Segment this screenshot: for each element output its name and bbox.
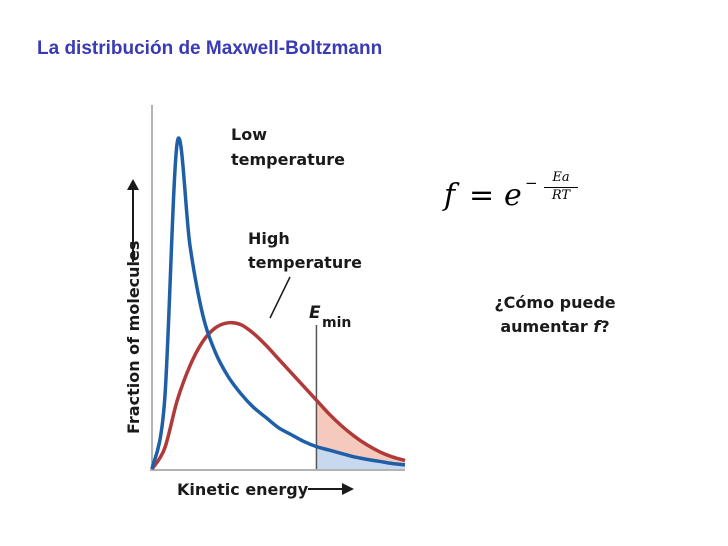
x-axis-label: Kinetic energy (177, 480, 309, 499)
emin-label: E min (309, 303, 351, 331)
emin-label-sub: min (322, 315, 351, 331)
label-low-temperature: Low temperature (231, 125, 345, 169)
formula-base: e (504, 178, 522, 213)
emin-label-main: E (309, 303, 321, 323)
series-line-low-temperature (150, 136, 406, 470)
question-line2-suffix: ? (600, 317, 610, 336)
formula-exponent-sign: − (525, 174, 538, 192)
slide-title: La distribución de Maxwell-Boltzmann (37, 38, 383, 59)
question-line1: ¿Cómo puede (494, 293, 616, 312)
question-line2-prefix: aumentar (500, 317, 594, 336)
label-low-line2: temperature (231, 150, 345, 169)
high-temperature-pointer (269, 276, 291, 319)
label-high-line2: temperature (248, 253, 362, 272)
series-line-high-temperature (150, 320, 406, 470)
maxwell-boltzmann-formula: f = e − Ea RT (444, 170, 584, 220)
x-axis-arrowhead (342, 483, 354, 495)
label-high-line1: High (248, 229, 290, 248)
y-axis-label: Fraction of molecules (124, 241, 143, 434)
question-line2: aumentar f? (470, 315, 640, 339)
label-low-line1: Low (231, 125, 267, 144)
formula-equals: = (469, 178, 495, 213)
formula-fraction-bar (544, 187, 578, 188)
formula-exponent-denominator: RT (551, 188, 571, 203)
formula-lhs: f (444, 178, 456, 213)
label-high-temperature: High temperature (248, 229, 362, 272)
question-variable: f (593, 317, 601, 336)
formula-exponent-numerator: Ea (552, 170, 570, 185)
question-text: ¿Cómo puede aumentar f? (470, 291, 640, 339)
y-axis-arrowhead (127, 179, 139, 190)
